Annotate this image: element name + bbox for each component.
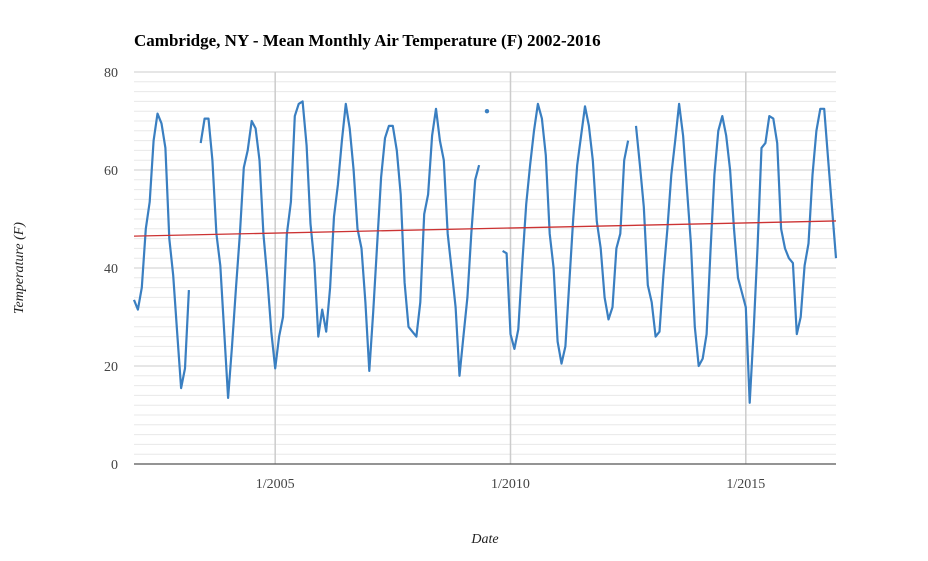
chart-title: Cambridge, NY - Mean Monthly Air Tempera… <box>134 31 601 50</box>
y-tick-label: 40 <box>104 262 118 277</box>
x-tick-label: 1/2010 <box>491 477 530 492</box>
series-layer <box>132 100 838 404</box>
series-line-segment <box>502 102 630 365</box>
y-axis-ticks: 0 20 40 60 80 <box>104 66 118 473</box>
series-point <box>484 109 490 114</box>
x-axis-label: Date <box>470 532 498 547</box>
y-tick-label: 0 <box>111 458 118 473</box>
grid <box>134 71 836 465</box>
y-tick-label: 80 <box>104 66 118 81</box>
trend-line <box>133 220 837 237</box>
x-axis-ticks: 1/2005 1/2010 1/2015 <box>256 477 766 492</box>
x-tick-label: 1/2015 <box>726 477 765 492</box>
y-tick-label: 20 <box>104 360 118 375</box>
x-tick-label: 1/2005 <box>256 477 295 492</box>
y-tick-label: 60 <box>104 164 118 179</box>
series-line-segment <box>634 102 838 404</box>
series-line-segment <box>132 112 190 390</box>
series-line-segment <box>199 100 481 399</box>
y-axis-label: Temperature (F) <box>12 222 27 314</box>
